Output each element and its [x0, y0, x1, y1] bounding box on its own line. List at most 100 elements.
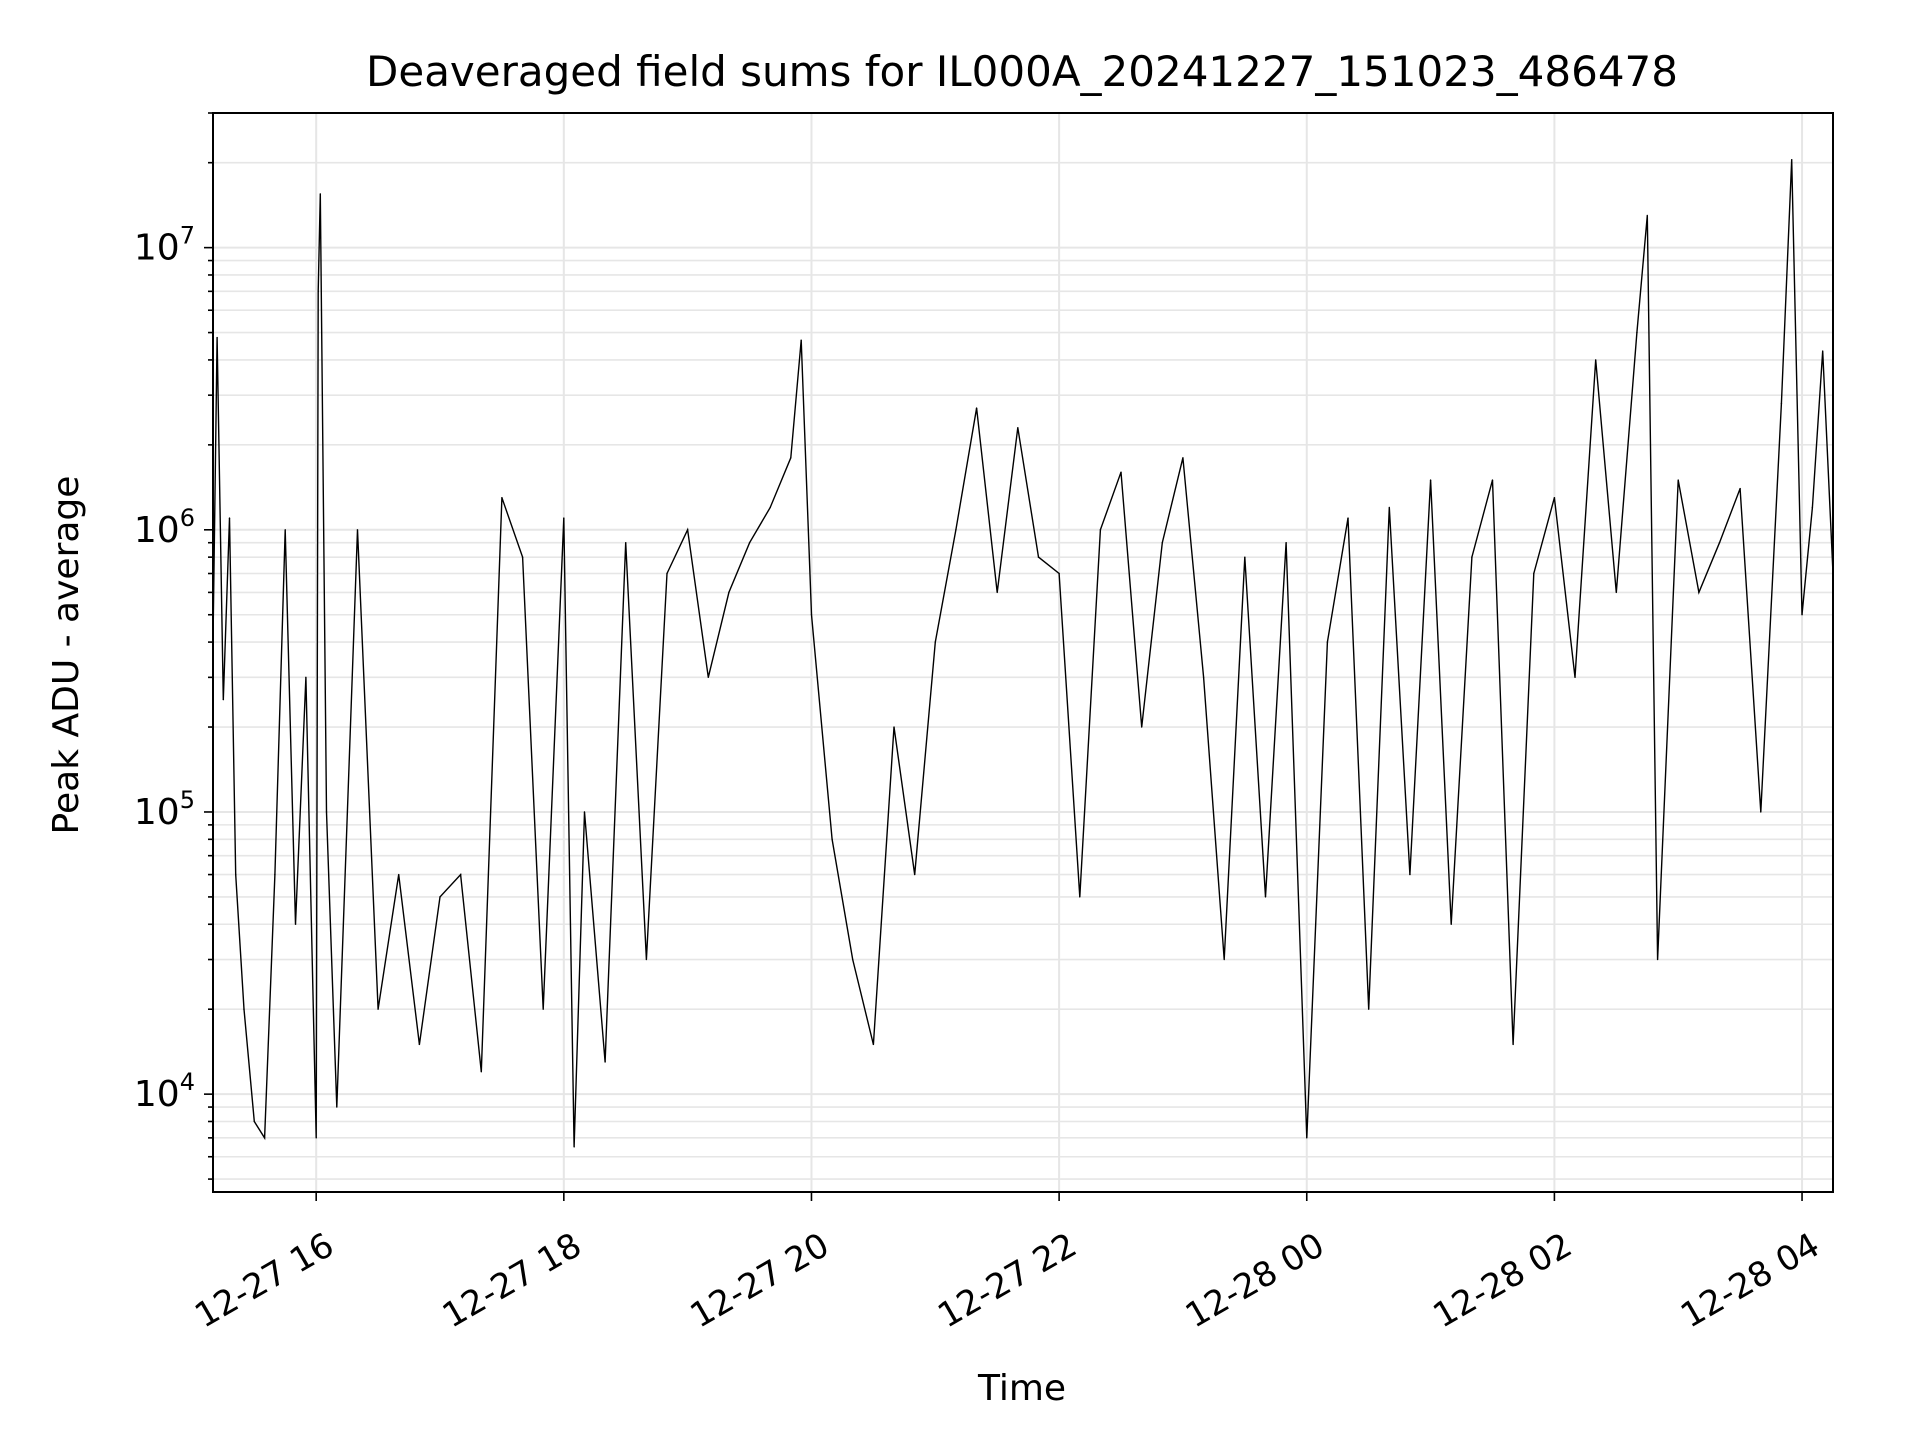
data-point [521, 556, 524, 558]
data-point [625, 542, 627, 544]
data-point [284, 529, 286, 531]
data-point [666, 572, 668, 575]
data-point [418, 1043, 421, 1046]
data-point [1656, 958, 1659, 961]
data-point [1646, 214, 1648, 217]
data-series-line [212, 159, 1834, 1147]
data-point [1223, 958, 1225, 961]
x-tick-label: 12-27 18 [436, 1225, 588, 1336]
x-axis-label: Time [977, 1368, 1066, 1409]
data-point [975, 407, 978, 409]
data-point [480, 1071, 482, 1073]
plot-area-frame [212, 112, 1834, 1193]
data-point [235, 873, 237, 876]
data-point [398, 873, 400, 876]
x-tick-label: 12-28 04 [1674, 1225, 1826, 1336]
x-tick-label: 12-28 00 [1179, 1225, 1331, 1336]
data-point [1264, 896, 1267, 898]
data-point [336, 1106, 338, 1108]
y-axis-label: Peak ADU - average [46, 476, 87, 835]
data-point [1471, 556, 1473, 558]
data-point [1821, 350, 1824, 352]
data-point [707, 676, 709, 679]
data-point [1636, 331, 1638, 334]
data-point [294, 923, 297, 925]
data-point [1594, 359, 1597, 361]
data-point [439, 896, 441, 898]
data-point [319, 193, 322, 195]
data-point [583, 811, 586, 813]
x-tick-label: 12-28 02 [1427, 1225, 1579, 1336]
data-point [216, 336, 218, 339]
data-point [1140, 726, 1143, 728]
data-point [263, 1137, 266, 1139]
y-tick-label: 106 [134, 504, 195, 551]
x-tick-label: 12-27 20 [684, 1225, 836, 1336]
data-point [1306, 1137, 1308, 1139]
data-point [913, 873, 916, 876]
data-point [1182, 457, 1184, 459]
y-tick-label-base: 10 [134, 792, 180, 833]
data-point [872, 1043, 875, 1046]
data-point [305, 676, 307, 679]
data-point [1367, 1008, 1370, 1010]
y-tick-label: 104 [134, 1068, 195, 1115]
data-point [1244, 556, 1246, 558]
data-point [1450, 923, 1452, 925]
data-point [459, 873, 462, 876]
grid-lines [213, 112, 1833, 1192]
data-point [563, 517, 565, 519]
data-point [542, 1008, 544, 1010]
data-point [1388, 506, 1391, 509]
data-point [1161, 542, 1163, 544]
data-point [1739, 487, 1741, 490]
data-point [228, 517, 231, 519]
data-point [686, 529, 689, 531]
data-point [852, 958, 854, 961]
data-point [1718, 542, 1721, 544]
data-point [1512, 1043, 1514, 1046]
data-point [1698, 591, 1700, 594]
data-point [501, 496, 503, 499]
data-point [1615, 591, 1618, 594]
data-point [1780, 402, 1783, 405]
data-point [748, 542, 751, 544]
data-point [1099, 529, 1102, 531]
data-point [377, 1008, 379, 1010]
y-tick-label-base: 10 [134, 510, 180, 551]
data-point [810, 614, 813, 616]
data-point [1574, 676, 1576, 679]
data-point [356, 529, 359, 531]
y-tick-label: 105 [134, 786, 195, 833]
data-point [315, 1137, 317, 1139]
data-point [1491, 479, 1494, 481]
data-point [893, 726, 895, 728]
y-tick-label-exponent: 6 [180, 504, 195, 532]
data-point [1533, 572, 1535, 575]
y-tick-label-base: 10 [134, 228, 180, 269]
data-point [1347, 517, 1349, 519]
data-point [1285, 542, 1287, 544]
data-point [790, 457, 792, 459]
x-tick-label: 12-27 16 [188, 1225, 340, 1336]
axis-ticks: 12-27 16 12-27 18 12-27 20 12-27 22 12-28 00… [134, 112, 1827, 1336]
data-point [573, 1146, 575, 1148]
series-layer [212, 158, 1834, 1148]
data-point [317, 290, 319, 293]
data-point [1677, 479, 1679, 481]
x-tick-label: 12-27 22 [931, 1225, 1083, 1336]
data-point [1037, 556, 1040, 558]
data-point [831, 838, 833, 841]
data-point [769, 506, 771, 509]
data-point [253, 1120, 255, 1123]
y-tick-label-base: 10 [134, 1074, 180, 1115]
chart-title: Deaveraged field sums for IL000A_2024122… [366, 47, 1678, 96]
data-point [1409, 873, 1411, 876]
data-point [1058, 572, 1060, 575]
data-point [1120, 471, 1122, 473]
data-point [996, 591, 998, 594]
data-point [222, 698, 225, 701]
y-tick-label-exponent: 4 [180, 1068, 195, 1096]
